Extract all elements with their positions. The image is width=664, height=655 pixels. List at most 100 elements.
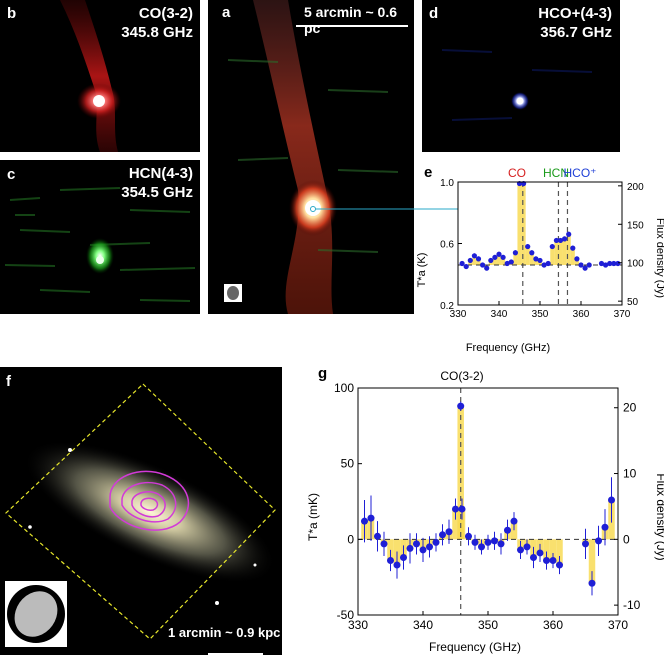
x-tick-label: 340: [491, 309, 508, 320]
plot-frame: [357, 387, 619, 616]
data-point: [566, 231, 572, 237]
panel-e-ylabel: T*a (K): [416, 253, 428, 288]
data-point: [457, 402, 465, 410]
spectrum-bar: [525, 246, 530, 266]
spectrum-bar: [549, 539, 557, 561]
y2-tick-label: 200: [627, 182, 644, 193]
panel-a-label: a: [222, 4, 231, 21]
data-point: [484, 538, 492, 546]
panel-g-xlabel: Frequency (GHz): [429, 640, 521, 654]
x-tick-label: 330: [348, 618, 368, 632]
x-tick-label: 370: [608, 618, 628, 632]
plot-frame: [457, 181, 623, 306]
panel-d-label: d: [429, 5, 439, 22]
spectrum-bar: [570, 248, 575, 266]
co-line-label: CO: [508, 166, 526, 180]
y-tick-label: -50: [337, 608, 355, 622]
data-point: [496, 251, 502, 257]
data-point: [500, 254, 506, 260]
data-point: [504, 260, 510, 267]
y-tick-label: 0.2: [440, 301, 454, 312]
data-point: [607, 260, 613, 267]
data-point: [508, 259, 514, 265]
data-point: [467, 257, 473, 264]
data-point: [525, 243, 531, 250]
data-point: [615, 260, 621, 267]
data-point: [570, 245, 576, 251]
panel-g-label: g: [318, 365, 327, 382]
panel-e-spectrum: e CO HCN HCO⁺ 330 340 350 360 370 0.2 0.6 1.0 50…: [416, 164, 664, 354]
data-point: [536, 549, 544, 557]
data-point: [361, 517, 368, 525]
data-point: [598, 260, 605, 267]
data-point: [452, 505, 459, 513]
spectrum-bar: [574, 258, 579, 266]
data-point: [586, 262, 592, 268]
data-point: [478, 543, 485, 551]
spectrum-bar: [513, 252, 518, 266]
panel-g-y2label: Flux density (Jy): [654, 473, 664, 560]
data-point: [491, 537, 498, 545]
y-tick-label: 100: [334, 381, 354, 395]
data-point: [545, 260, 551, 267]
x-tick-label: 340: [413, 618, 433, 632]
spectrum-bar: [452, 509, 459, 540]
data-point: [374, 532, 381, 540]
data-point: [458, 505, 466, 513]
data-point: [497, 540, 505, 548]
spectrum-bar: [533, 258, 538, 266]
composite-emission-map: [224, 0, 408, 314]
panel-b-line-name: CO(3-2): [138, 5, 193, 22]
hco-emission-map: [441, 49, 593, 121]
data-point: [439, 531, 446, 539]
data-point: [471, 253, 477, 259]
panel-g-spectrum: g CO(3-2) 330 340 350 360 370 -50 0 50 100 -10 0 10…: [306, 365, 664, 654]
data-point: [582, 265, 588, 271]
y-tick-label: 50: [341, 457, 355, 471]
data-point: [488, 257, 494, 264]
panel-b-title: CO(3-2) 345.8 GHz: [121, 4, 193, 42]
data-point: [367, 514, 375, 522]
panel-d-title: HCO+(4-3) 356.7 GHz: [538, 4, 612, 42]
panel-d-line-name: HCO+(4-3): [538, 5, 612, 22]
panel-a-scalebar: 5 arcmin ~ 0.6 pc: [304, 4, 398, 36]
y-tick-label: 1.0: [440, 178, 454, 189]
panel-d-frequency: 356.7 GHz: [540, 24, 612, 41]
data-point: [611, 260, 617, 267]
panel-c-line-name: HCN(4-3): [128, 165, 193, 182]
y2-tick-label: -10: [623, 598, 641, 612]
y-tick-label: 0: [347, 532, 354, 546]
data-point: [471, 538, 479, 546]
data-point: [553, 237, 559, 244]
data-point: [529, 250, 535, 256]
spectrum-bar: [387, 539, 394, 561]
data-point: [475, 256, 482, 262]
y2-tick-label: 10: [623, 467, 637, 481]
data-point: [400, 553, 407, 561]
data-point: [530, 553, 537, 561]
data-point: [549, 557, 557, 565]
spectrum-bar: [556, 539, 563, 566]
data-point: [543, 557, 550, 565]
panel-c-frequency: 354.5 GHz: [121, 184, 193, 201]
hcn-line-label: HCN: [543, 166, 569, 180]
data-point: [484, 265, 490, 271]
spectrum-bar: [566, 234, 571, 266]
panel-a-composite-map: a 5 arcmin ~ 0.6 pc: [208, 0, 414, 314]
panel-e-label: e: [424, 164, 432, 181]
data-point: [533, 256, 539, 262]
x-tick-label: 350: [532, 309, 549, 320]
hco-line-label: HCO⁺: [564, 166, 597, 180]
spectrum-bar: [496, 254, 502, 266]
data-point: [512, 250, 518, 256]
data-point: [541, 262, 547, 268]
spectrum-bar: [476, 258, 481, 266]
hcn-emission-map: [4, 187, 196, 302]
spectrum-bar: [458, 509, 466, 540]
x-tick-label: 330: [450, 309, 467, 320]
panel-c-hcn-map: c HCN(4-3) 354.5 GHz: [0, 160, 200, 314]
data-point: [463, 263, 469, 270]
panel-f-scalebar: 1 arcmin ~ 0.9 kpc: [168, 625, 281, 640]
data-point: [465, 532, 472, 540]
data-point: [562, 236, 568, 242]
